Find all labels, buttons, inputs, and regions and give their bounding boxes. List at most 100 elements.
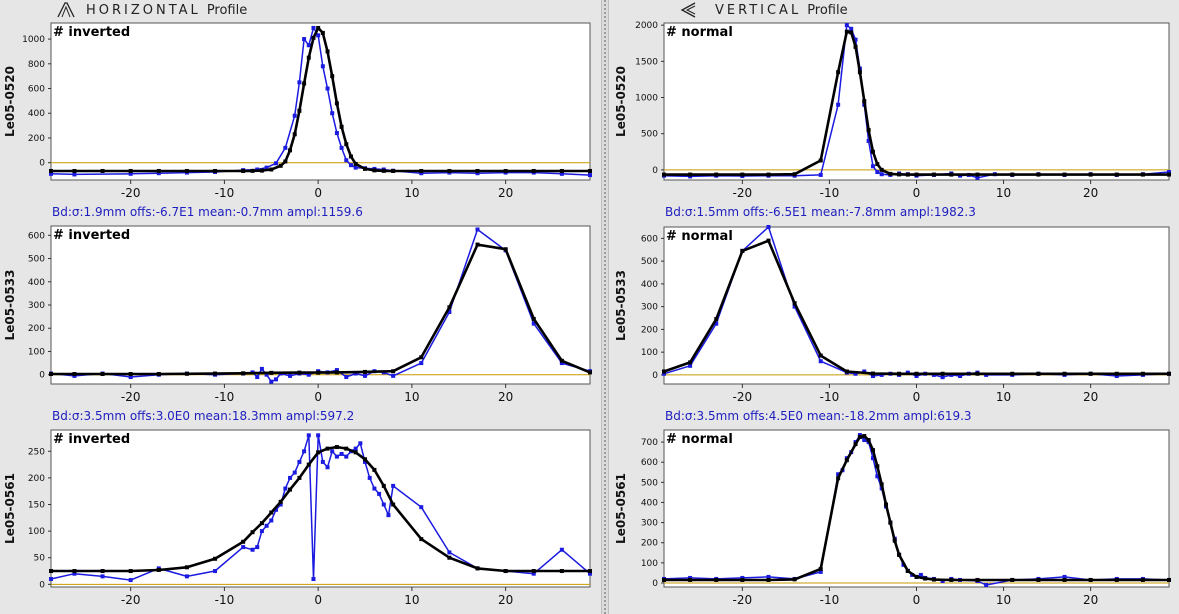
data-point-fit	[1088, 577, 1093, 582]
data-point-measured	[862, 369, 867, 374]
data-point-fit	[662, 172, 666, 177]
data-point-measured	[870, 164, 875, 169]
data-point-measured	[334, 368, 339, 373]
data-point-measured	[302, 449, 307, 454]
data-point-fit	[559, 569, 564, 574]
data-point-fit	[1088, 172, 1093, 177]
data-point-measured	[688, 363, 693, 368]
data-point-fit	[897, 552, 902, 557]
x-tick-label: -20	[121, 186, 141, 200]
data-point-fit	[888, 520, 893, 525]
data-point-measured	[386, 513, 391, 518]
data-point-measured	[128, 578, 133, 583]
y-tick-label: 1000	[635, 94, 658, 104]
data-point-fit	[184, 565, 189, 570]
data-point-measured	[853, 37, 858, 42]
data-point-fit	[905, 568, 910, 573]
y-tick-label: 0	[39, 580, 45, 590]
data-point-fit	[334, 445, 339, 450]
data-point-fit	[849, 30, 854, 35]
y-tick-label: 500	[641, 478, 658, 488]
data-point-fit	[688, 172, 693, 177]
data-point-measured	[348, 163, 353, 168]
data-point-measured	[447, 550, 452, 555]
data-point-fit	[975, 172, 980, 177]
data-point-measured	[377, 491, 382, 496]
mode-label: # normal	[666, 25, 733, 40]
y-tick-label: 0	[652, 579, 658, 589]
data-point-fit	[330, 74, 335, 79]
data-point-measured	[391, 373, 396, 378]
data-point-fit	[292, 132, 297, 137]
x-tick-label: 10	[996, 593, 1011, 607]
data-point-measured	[419, 171, 424, 176]
mode-label: # normal	[666, 432, 733, 447]
data-point-measured	[339, 451, 344, 456]
data-point-fit	[1167, 371, 1171, 376]
x-tick-label: -10	[820, 593, 840, 607]
data-point-measured	[283, 486, 288, 491]
chart-vertical-le05-0561: 0 100 200 300 400 500 600 700 -20 -10 0 10 20 Le05-05…	[614, 429, 1171, 607]
vertical-profile-title: VERTICAL Profile	[609, 0, 848, 20]
data-point-fit	[914, 172, 919, 177]
data-point-fit	[866, 128, 871, 133]
data-point-measured	[875, 170, 880, 175]
data-point-measured	[278, 502, 283, 507]
data-point-fit	[306, 462, 311, 467]
data-point-fit	[278, 499, 283, 504]
data-point-measured	[588, 571, 592, 576]
data-point-measured	[325, 86, 330, 91]
data-point-measured	[288, 475, 293, 480]
data-point-fit	[297, 108, 302, 113]
data-point-fit	[1062, 371, 1067, 376]
data-point-fit	[213, 168, 218, 173]
data-point-measured	[264, 165, 269, 170]
data-point-measured	[363, 459, 368, 464]
data-point-fit	[316, 450, 321, 455]
data-point-fit	[862, 99, 867, 104]
data-point-fit	[184, 371, 189, 376]
data-point-fit	[888, 171, 893, 176]
data-point-fit	[931, 172, 936, 177]
data-point-fit	[49, 168, 53, 173]
data-point-measured	[1167, 170, 1171, 175]
data-point-fit	[283, 159, 288, 164]
data-point-measured	[100, 574, 105, 579]
y-tick-label: 400	[28, 109, 45, 119]
data-point-measured	[292, 470, 297, 475]
data-point-fit	[766, 238, 771, 243]
data-point-fit	[213, 371, 218, 376]
y-tick-label: 0	[652, 371, 658, 381]
data-point-measured	[353, 446, 358, 451]
y-axis-label: Le05-0520	[614, 66, 628, 137]
horizontal-profile-icon	[56, 1, 76, 19]
data-point-fit	[128, 372, 133, 377]
data-point-measured	[853, 371, 858, 376]
y-tick-label: 400	[28, 278, 45, 288]
y-tick-label: 200	[28, 324, 45, 334]
data-point-fit	[72, 372, 77, 377]
data-point-fit	[72, 569, 77, 574]
data-point-fit	[879, 167, 884, 172]
chart-vertical-le05-0520: 0 500 1000 1500 2000 -20 -10 0 10 20 Le05-0520 # no…	[614, 21, 1171, 219]
x-tick-label: -10	[820, 186, 840, 200]
data-point-fit	[588, 370, 592, 375]
panel-splitter[interactable]	[601, 0, 609, 614]
plot-area	[663, 226, 1170, 385]
data-point-fit	[766, 577, 771, 582]
splitter-grip[interactable]	[604, 0, 606, 614]
data-point-fit	[316, 25, 321, 30]
y-axis-label: Le05-0561	[3, 473, 17, 544]
y-tick-label: 600	[641, 234, 658, 244]
y-tick-label: 600	[28, 231, 45, 241]
data-point-measured	[792, 304, 797, 309]
data-point-measured	[419, 505, 424, 510]
data-point-fit	[353, 450, 358, 455]
data-point-measured	[339, 145, 344, 150]
data-point-fit	[740, 248, 745, 253]
y-tick-label: 500	[641, 257, 658, 267]
y-tick-label: 200	[28, 134, 45, 144]
data-point-fit	[316, 370, 321, 375]
